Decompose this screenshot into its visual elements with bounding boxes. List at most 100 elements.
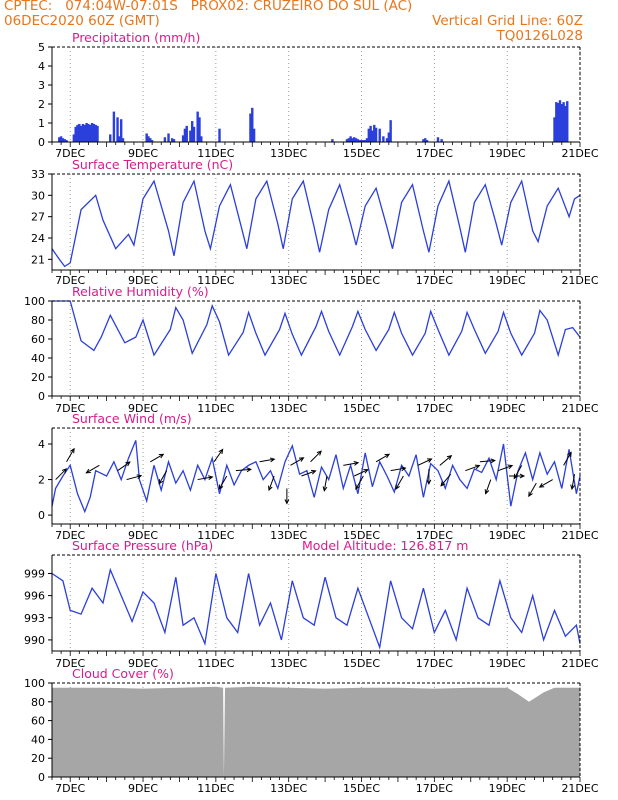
wind-vector-head [218,448,224,455]
y-tick-label: 0 [38,509,45,522]
precip-bar [63,139,66,142]
series-line [51,179,581,268]
precip-bar [440,139,443,142]
precip-bar [371,130,374,142]
x-tick-label: 19DEC [489,147,526,160]
precip-bar [555,102,558,142]
panel-title: Relative Humidity (%) [72,284,209,299]
precip-bar [89,124,92,142]
y-tick-label: 33 [31,168,45,181]
wind-vector-head [316,450,322,456]
precip-bar [83,124,86,142]
wind-vector [539,479,553,488]
x-tick-label: 19DEC [489,782,526,795]
x-tick-label: 13DEC [270,529,307,542]
precip-bar [58,137,61,142]
y-tick-label: 0 [38,390,45,403]
x-tick-label: 21DEC [561,402,598,415]
y-tick-label: 2 [38,474,45,487]
x-tick-label: 19DEC [489,529,526,542]
wind-vector [117,461,131,472]
precip-bar [190,121,194,142]
precip-bar [553,117,556,142]
wind-vector-head [85,468,91,474]
wind-vector-head [507,464,514,470]
precip-bar [363,140,367,142]
precip-bar [387,132,391,142]
x-tick-label: 17DEC [416,657,453,670]
y-tick-label: 20 [31,371,45,384]
precip-bar [116,117,119,142]
precip-bar [192,126,196,142]
precip-bar [564,105,567,142]
y-tick-label: 24 [31,232,45,245]
panel-5: 0 20 40 60 80 100 7DEC 9DEC 11DEC 13DEC 15DEC 17DEC… [24,666,599,795]
precip-bar [181,135,185,142]
x-tick-label: 9DEC [128,657,158,670]
x-tick-label: 17DEC [416,402,453,415]
precip-bar [351,138,354,142]
x-tick-label: 15DEC [343,657,380,670]
y-tick-label: 40 [31,352,45,365]
precip-bar [85,123,88,142]
wind-vector [497,465,513,472]
precip-bar [167,133,170,142]
wind-vector-head [567,451,572,457]
precip-bar [345,139,349,142]
x-tick-label: 15DEC [343,402,380,415]
x-tick-label: 11DEC [197,529,234,542]
precip-bar [356,139,360,142]
precip-bar [72,134,76,142]
wind-vector [301,470,316,477]
precip-bar [353,137,356,142]
panel-title: Precipitation (mm/h) [72,30,200,45]
wind-vector-head [268,485,273,492]
precip-bar [59,136,63,142]
wind-vector [354,469,369,477]
precip-bar [560,104,563,142]
x-tick-label: 7DEC [55,657,85,670]
precip-bar [198,117,201,142]
panel-title: Surface Temperature (nC) [72,157,233,172]
wind-vector [66,448,75,463]
x-tick-label: 9DEC [128,782,158,795]
precip-bar [251,107,254,142]
y-tick-label: 60 [31,333,45,346]
x-tick-label: 19DEC [489,274,526,287]
wind-vector-head [158,479,164,485]
precip-bar [360,140,363,142]
precip-bar [362,140,365,142]
y-tick-label: 30 [31,189,45,202]
precip-bar [424,138,427,142]
x-tick-label: 21DEC [561,529,598,542]
x-tick-label: 11DEC [197,274,234,287]
wind-vector [485,479,492,494]
wind-vector-head [474,464,481,470]
y-tick-label: 21 [31,253,45,266]
wind-vector-head [218,484,224,490]
x-tick-label: 15DEC [343,529,380,542]
precip-bar [145,133,148,142]
wind-vector [528,482,537,497]
wind-vector [513,465,523,479]
y-tick-label: 20 [31,752,45,765]
wind-vector-head [311,469,317,475]
precip-bar [90,123,94,142]
header-station: CPTEC: 074:04W-07:01S PROX02: CRUZEIRO D… [4,0,413,14]
wind-vector [150,453,164,463]
precip-bar [365,138,369,142]
y-tick-label: 100 [24,295,45,308]
precip-bar [382,136,385,142]
wind-vector [55,468,67,480]
x-tick-label: 15DEC [343,147,380,160]
precip-bar [367,128,370,142]
wind-vector-head [484,489,490,495]
precip-bar [349,136,352,142]
x-tick-label: 13DEC [270,402,307,415]
y-tick-label: 4 [38,60,45,73]
precip-bar [79,125,83,142]
precip-bar [170,138,174,142]
wind-vector-head [207,475,214,480]
wind-vector [323,475,328,491]
precip-bar [354,138,358,142]
